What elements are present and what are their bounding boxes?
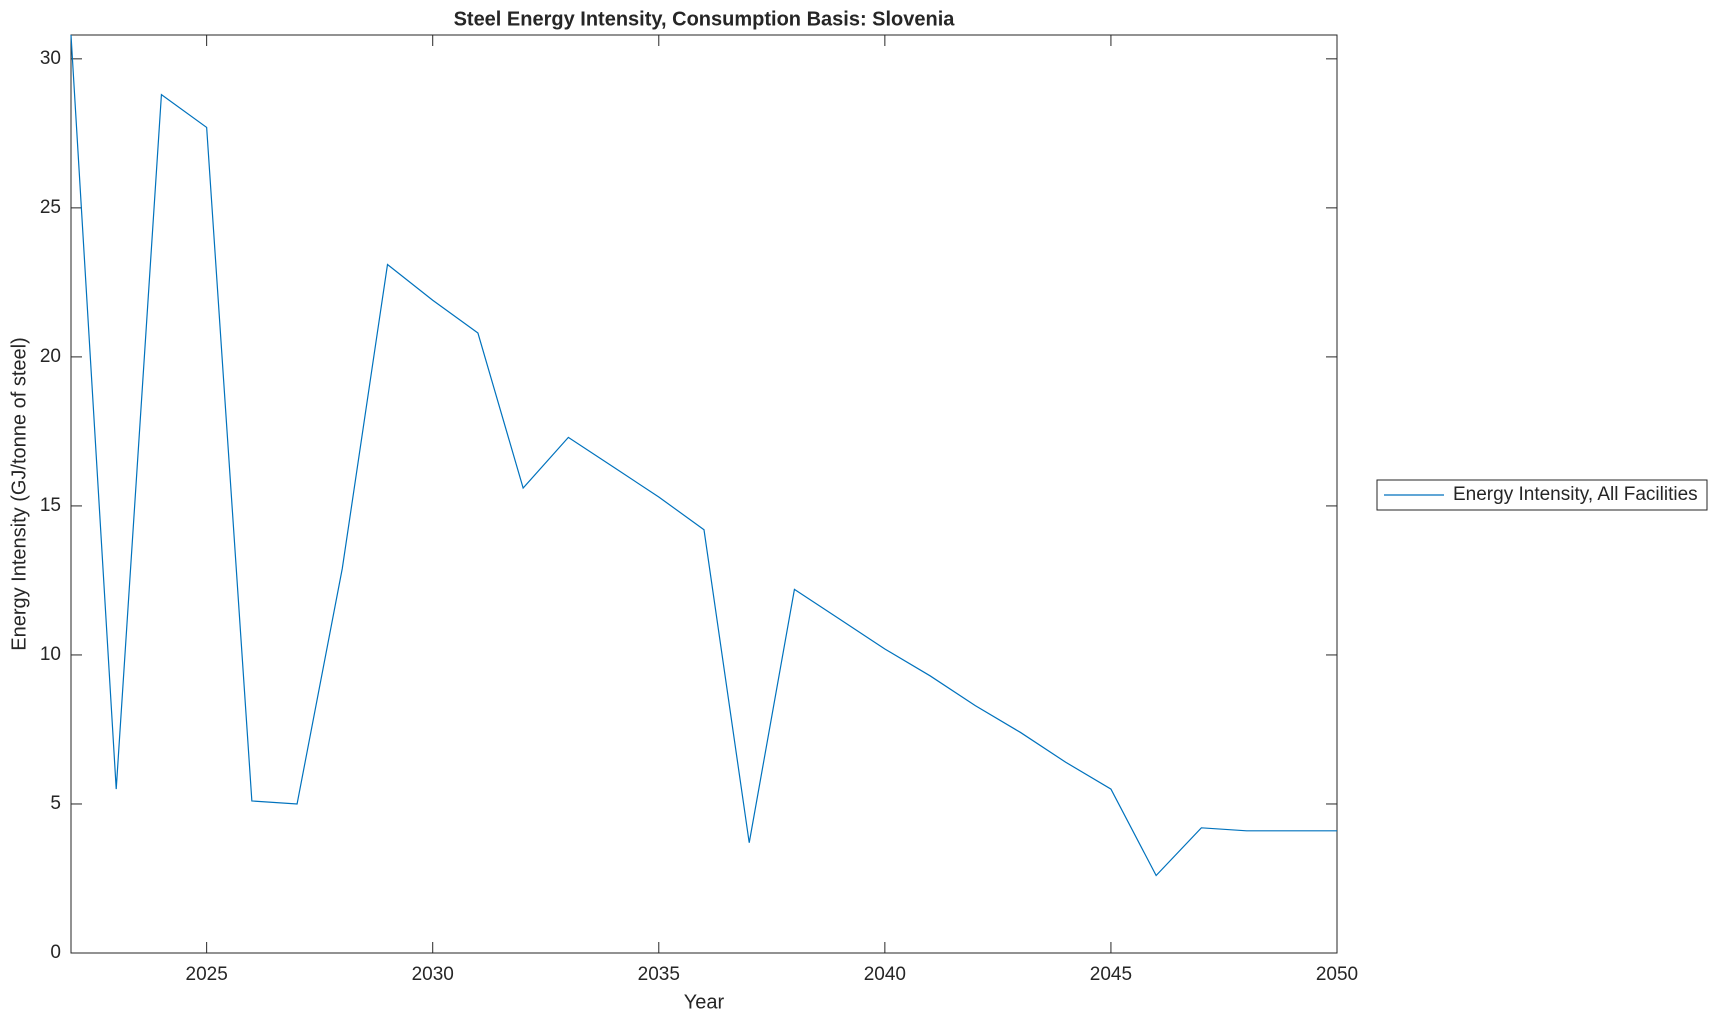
x-axis-label: Year <box>684 991 725 1013</box>
chart-title: Steel Energy Intensity, Consumption Basi… <box>454 8 956 30</box>
legend-label: Energy Intensity, All Facilities <box>1453 484 1698 505</box>
x-tick-label: 2050 <box>1316 964 1358 985</box>
x-tick-label: 2035 <box>638 964 680 985</box>
y-tick-label: 25 <box>40 197 61 218</box>
data-line <box>70 34 1337 877</box>
x-tick-label: 2045 <box>1090 964 1132 985</box>
y-tick-label: 5 <box>50 793 61 814</box>
axes-box <box>70 34 1338 954</box>
y-tick-label: 20 <box>40 346 61 367</box>
y-axis-label: Energy Intensity (GJ/tonne of steel) <box>8 337 30 651</box>
y-tick-label: 10 <box>40 644 61 665</box>
x-tick-label: 2025 <box>186 964 228 985</box>
y-tick-label: 0 <box>50 942 61 963</box>
y-tick-label: 15 <box>40 495 61 516</box>
x-tick-label: 2030 <box>412 964 454 985</box>
x-tick-label: 2040 <box>864 964 906 985</box>
y-tick-label: 30 <box>40 48 61 69</box>
